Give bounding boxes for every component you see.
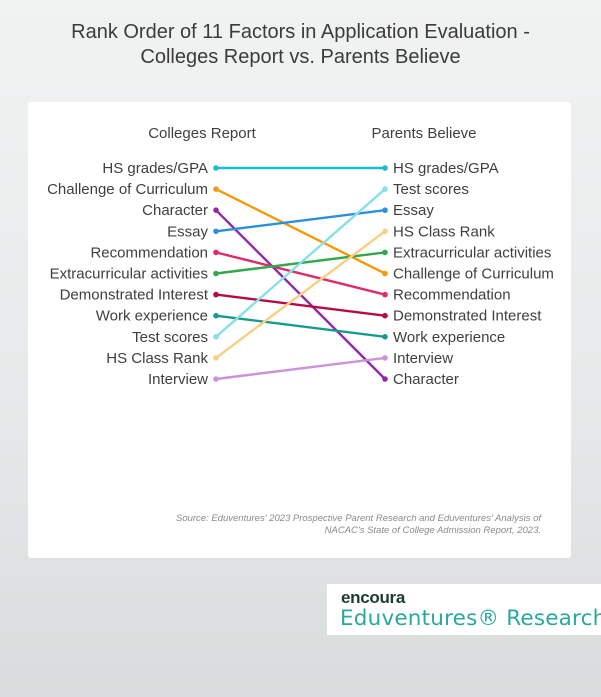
source-line-1: Source: Eduventures' 2023 Prospective Pa… xyxy=(175,513,541,524)
right-column-header: Parents Believe xyxy=(371,125,476,142)
right-label-essay: Essay xyxy=(393,202,434,219)
right-point-interview xyxy=(382,355,388,361)
right-label-demonstrated-interest: Demonstrated Interest xyxy=(393,308,542,325)
chart-card xyxy=(28,102,571,558)
left-label-demonstrated-interest: Demonstrated Interest xyxy=(60,287,209,304)
slope-line-test-scores xyxy=(215,188,386,338)
chart-title: Rank Order of 11 Factors in Application … xyxy=(0,20,601,70)
encoura-wordmark: encoura xyxy=(341,588,406,607)
right-point-recommendation xyxy=(382,291,388,298)
left-label-interview: Interview xyxy=(148,371,208,388)
left-point-hs-grades-gpa xyxy=(213,165,219,171)
left-label-recommendation: Recommendation xyxy=(90,244,208,261)
right-point-hs-class-rank xyxy=(382,228,388,235)
source-note: Source: Eduventures' 2023 Prospective Pa… xyxy=(110,513,541,537)
left-point-interview xyxy=(213,376,219,382)
slope-line-demonstrated-interest xyxy=(215,293,386,317)
chart-title-line-1: Rank Order of 11 Factors in Application … xyxy=(71,21,530,43)
right-label-challenge-of-curriculum: Challenge of Curriculum xyxy=(393,266,554,283)
left-label-test-scores: Test scores xyxy=(132,329,208,346)
right-label-interview: Interview xyxy=(393,350,453,367)
slope-line-interview xyxy=(215,356,386,381)
right-label-hs-class-rank: HS Class Rank xyxy=(393,223,495,240)
right-point-extracurricular-activities xyxy=(382,249,388,256)
left-point-character xyxy=(213,207,219,213)
eduventures-research-wordmark: Eduventures® Research xyxy=(340,606,601,631)
right-point-essay xyxy=(382,207,388,213)
source-line-2: NACAC's State of College Admission Repor… xyxy=(324,525,541,536)
right-label-extracurricular-activities: Extracurricular activities xyxy=(393,244,551,261)
left-label-essay: Essay xyxy=(167,223,208,240)
right-label-test-scores: Test scores xyxy=(393,181,469,198)
left-point-extracurricular-activities xyxy=(213,270,219,277)
left-label-work-experience: Work experience xyxy=(96,308,208,325)
slope-line-hs-class-rank xyxy=(215,230,386,359)
left-label-challenge-of-curriculum: Challenge of Curriculum xyxy=(47,181,208,198)
slope-lines xyxy=(213,165,388,382)
left-label-extracurricular-activities: Extracurricular activities xyxy=(50,266,208,283)
right-label-work-experience: Work experience xyxy=(393,329,505,346)
right-point-hs-grades-gpa xyxy=(382,165,388,171)
right-point-demonstrated-interest xyxy=(382,312,388,319)
eduventures-logo: encoura Eduventures® Research xyxy=(327,584,601,635)
chart-title-line-2: Colleges Report vs. Parents Believe xyxy=(140,46,461,68)
slope-line-challenge-of-curriculum xyxy=(215,188,386,275)
left-point-challenge-of-curriculum xyxy=(213,186,219,192)
slope-line-recommendation xyxy=(215,251,386,296)
right-point-challenge-of-curriculum xyxy=(382,270,388,277)
left-point-work-experience xyxy=(213,312,219,319)
right-point-work-experience xyxy=(382,334,388,340)
right-label-recommendation: Recommendation xyxy=(393,287,511,304)
left-label-hs-grades-gpa: HS grades/GPA xyxy=(102,160,208,177)
left-label-character: Character xyxy=(142,202,208,219)
left-label-hs-class-rank: HS Class Rank xyxy=(106,350,208,367)
right-point-test-scores xyxy=(382,186,388,192)
right-label-hs-grades-gpa: HS grades/GPA xyxy=(393,160,499,177)
left-point-hs-class-rank xyxy=(213,355,219,361)
left-point-test-scores xyxy=(213,334,219,340)
factor-labels: HS grades/GPA Challenge of Curriculum Char… xyxy=(47,160,554,388)
right-label-character: Character xyxy=(393,371,459,388)
right-point-character xyxy=(382,376,388,382)
slope-line-work-experience xyxy=(215,314,386,338)
left-point-recommendation xyxy=(213,249,219,256)
left-point-demonstrated-interest xyxy=(213,291,219,298)
left-point-essay xyxy=(213,228,219,235)
left-column-header: Colleges Report xyxy=(148,125,256,142)
